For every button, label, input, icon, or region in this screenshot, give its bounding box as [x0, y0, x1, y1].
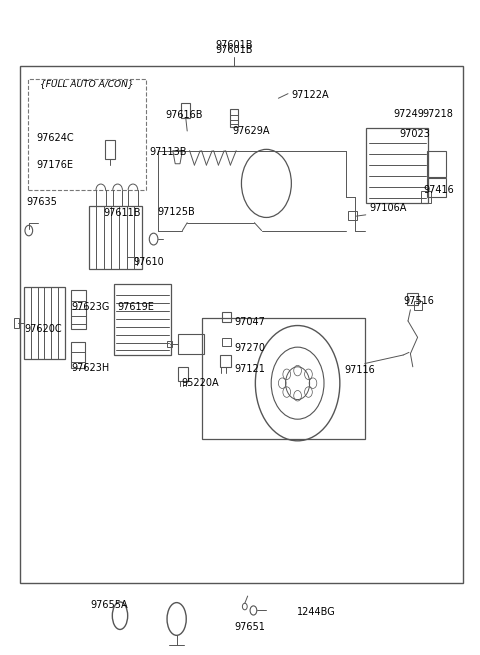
Bar [178, 367, 188, 381]
Text: 97113B: 97113B [150, 147, 187, 157]
Bar [414, 301, 422, 310]
Text: 97047: 97047 [234, 317, 265, 328]
Text: 97270: 97270 [234, 343, 265, 354]
Bar [24, 287, 65, 359]
Text: 95220A: 95220A [181, 378, 219, 388]
Text: 97116: 97116 [345, 365, 375, 375]
Text: 97125B: 97125B [157, 206, 195, 217]
Bar [181, 103, 190, 118]
Text: 97624C: 97624C [36, 132, 73, 143]
Bar [71, 290, 86, 329]
Text: 97620C: 97620C [24, 324, 61, 334]
Bar [202, 318, 365, 439]
Text: 97516: 97516 [403, 296, 434, 307]
Text: 97629A: 97629A [233, 126, 270, 136]
Bar [427, 151, 446, 177]
Text: 97601B: 97601B [216, 40, 253, 50]
Text: 97635: 97635 [26, 196, 57, 207]
Text: 97249: 97249 [394, 109, 424, 119]
Text: 97623H: 97623H [71, 363, 109, 373]
Text: 97122A: 97122A [292, 90, 329, 100]
Bar [230, 109, 238, 127]
Bar [222, 338, 231, 346]
Text: 97655A: 97655A [90, 600, 128, 610]
Bar [105, 140, 115, 159]
Text: 97611B: 97611B [103, 208, 141, 218]
Text: 97601B: 97601B [216, 45, 253, 55]
Bar [222, 312, 231, 322]
Text: 97651: 97651 [234, 622, 265, 633]
Bar [178, 334, 204, 354]
Bar [14, 318, 19, 328]
Text: 97121: 97121 [234, 364, 265, 374]
Text: 97619E: 97619E [118, 301, 155, 312]
Bar [220, 355, 231, 367]
Bar [114, 284, 171, 355]
Text: 97623G: 97623G [71, 301, 109, 312]
Text: 97023: 97023 [399, 128, 430, 139]
Bar [421, 191, 431, 203]
Bar [20, 66, 463, 583]
Text: 97176E: 97176E [36, 160, 73, 170]
Text: 97610: 97610 [133, 257, 164, 267]
Bar [28, 79, 146, 190]
Text: 97218: 97218 [422, 109, 453, 119]
Bar [366, 128, 428, 203]
Bar [407, 293, 418, 305]
Text: {FULL AUTO A/CON}: {FULL AUTO A/CON} [39, 79, 133, 88]
Text: 97106A: 97106A [370, 203, 407, 214]
Bar [167, 341, 172, 347]
Bar [71, 342, 85, 368]
Bar [89, 206, 142, 269]
Text: 1244BG: 1244BG [297, 607, 336, 617]
Text: 97416: 97416 [423, 185, 454, 195]
Bar [348, 211, 357, 220]
Text: 97616B: 97616B [166, 110, 203, 121]
Bar [427, 178, 446, 196]
